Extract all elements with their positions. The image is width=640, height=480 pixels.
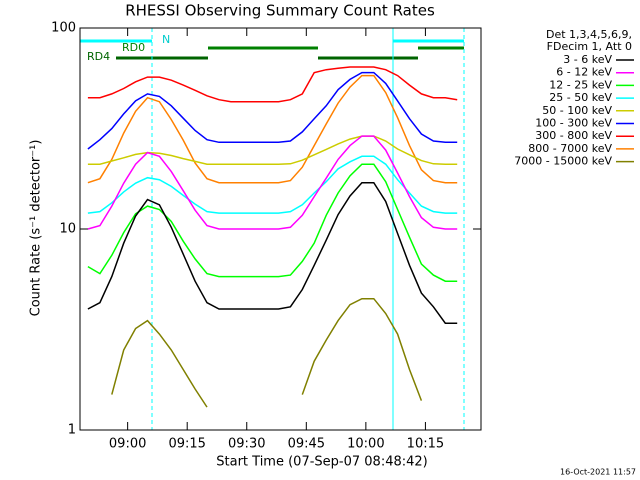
series-line [87,135,458,230]
flag-label: RD0 [122,41,145,54]
footer: 16-Oct-2021 11:57 [560,468,636,477]
series-line [87,66,458,103]
legend-header: FDecim 1, Att 0 [547,40,632,53]
series-line [87,163,458,282]
legend-label: 100 - 300 keV [535,117,612,130]
y-axis-label: Count Rate (s⁻¹ detector⁻¹) [29,140,44,317]
legend-label: 7000 - 15000 keV [514,155,612,168]
legend-label: 6 - 12 keV [556,66,612,79]
x-tick-label: 09:30 [228,437,265,452]
y-tick-label: 10 [59,222,76,237]
series-line [87,181,458,324]
series-line [111,297,423,408]
legend-label: 3 - 6 keV [563,53,612,66]
legend-label: 800 - 7000 keV [528,142,612,155]
x-axis-label: Start Time (07-Sep-07 08:48:42) [216,455,427,470]
x-tick-label: 10:15 [407,437,444,452]
y-tick-label: 100 [51,21,76,36]
y-tick-label: 1 [68,423,76,438]
x-tick-label: 09:00 [109,437,146,452]
series-line [87,71,458,150]
x-tick-label: 09:15 [168,437,205,452]
flag-label: N [162,33,170,46]
x-tick-label: 10:00 [347,437,384,452]
x-tick-label: 09:45 [288,437,325,452]
legend-header: Det 1,3,4,5,6,9, [546,28,632,41]
legend-label: 25 - 50 keV [549,91,612,104]
legend-label: 50 - 100 keV [542,104,612,117]
legend-label: 12 - 25 keV [549,78,612,91]
legend-label: 300 - 800 keV [535,129,612,142]
series-line [87,74,458,184]
flag-label: RD4 [87,50,110,63]
chart-title: RHESSI Observing Summary Count Rates [125,2,435,20]
series-line [87,155,458,214]
